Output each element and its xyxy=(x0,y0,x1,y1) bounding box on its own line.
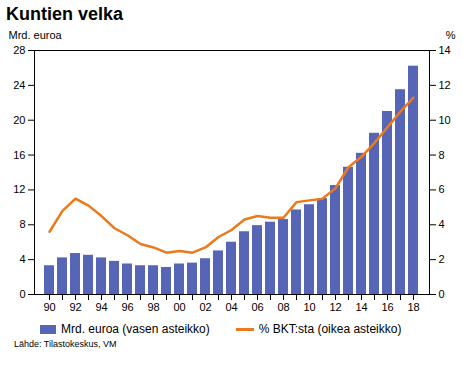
svg-text:18: 18 xyxy=(407,301,419,313)
svg-text:12: 12 xyxy=(329,301,341,313)
svg-text:02: 02 xyxy=(199,301,211,313)
html-text:Mrd. euroa (vasen asteikko): Mrd. euroa (vasen asteikko) xyxy=(61,322,210,336)
svg-text:14: 14 xyxy=(439,44,451,56)
svg-text:06: 06 xyxy=(251,301,263,313)
svg-text:4: 4 xyxy=(19,253,25,265)
svg-text:8: 8 xyxy=(19,218,25,230)
svg-text:0: 0 xyxy=(439,288,445,300)
svg-text:98: 98 xyxy=(147,301,159,313)
svg-text:6: 6 xyxy=(439,183,445,195)
svg-text:90: 90 xyxy=(43,301,55,313)
html-text:% BKT:sta (oikea asteikko): % BKT:sta (oikea asteikko) xyxy=(258,322,402,336)
html-text:Kuntien velka: Kuntien velka xyxy=(6,4,123,24)
svg-text:10: 10 xyxy=(303,301,315,313)
svg-text:12: 12 xyxy=(439,79,451,91)
svg-text:28: 28 xyxy=(13,44,25,56)
svg-text:20: 20 xyxy=(13,114,25,126)
svg-text:Mrd. euroa: Mrd. euroa xyxy=(9,29,63,41)
svg-text:96: 96 xyxy=(121,301,133,313)
html-text:Lähde: Tilastokeskus, VM: Lähde: Tilastokeskus, VM xyxy=(14,339,117,349)
svg-text:8: 8 xyxy=(439,149,445,161)
svg-text:10: 10 xyxy=(439,114,451,126)
svg-text:12: 12 xyxy=(13,183,25,195)
svg-text:0: 0 xyxy=(19,288,25,300)
svg-text:94: 94 xyxy=(95,301,107,313)
svg-text:04: 04 xyxy=(225,301,237,313)
svg-text:4: 4 xyxy=(439,218,445,230)
svg-text:24: 24 xyxy=(13,79,25,91)
svg-text:16: 16 xyxy=(381,301,393,313)
svg-text:%: % xyxy=(446,29,456,41)
svg-text:14: 14 xyxy=(355,301,367,313)
svg-text:00: 00 xyxy=(173,301,185,313)
svg-text:08: 08 xyxy=(277,301,289,313)
svg-text:92: 92 xyxy=(69,301,81,313)
svg-text:2: 2 xyxy=(439,253,445,265)
svg-text:16: 16 xyxy=(13,149,25,161)
